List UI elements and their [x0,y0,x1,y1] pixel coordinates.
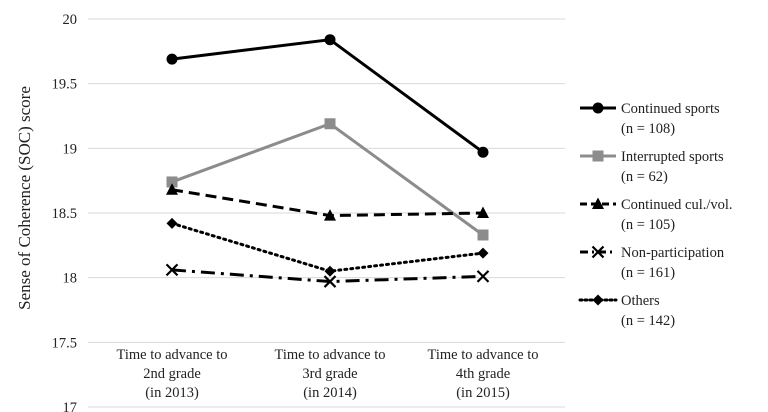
marker-circle [592,102,604,114]
x-category-label: 3rd grade [302,366,357,382]
legend-label: Others [621,293,660,309]
marker-x [476,270,490,283]
legend-n-label: (n = 62) [621,169,668,185]
x-category-label: (in 2015) [456,385,510,401]
marker-diamond [592,294,604,306]
series-lines [170,38,485,284]
legend-label: Non-participation [621,245,725,261]
x-category-label: (in 2013) [145,385,199,401]
legend-label: Continued cul./vol. [621,197,733,213]
marker-diamond [477,247,489,259]
marker-diamond [166,217,178,229]
y-tick-label: 19 [63,141,78,157]
marker-diamond [324,265,336,277]
marker-circle [166,53,178,65]
marker-circle [324,34,336,46]
marker-triangle [166,183,178,195]
marker-circle [477,146,489,158]
series-markers [165,34,490,288]
x-category-labels: Time to advance to 2nd grade (in 2013) Time… [116,347,538,401]
x-category-label: (in 2014) [303,385,357,401]
y-tick-label: 19.5 [52,77,77,93]
x-category-label: Time to advance to [274,347,385,363]
legend-n-label: (n = 161) [621,265,675,281]
marker-x [591,245,605,259]
legend: Continued sports (n = 108) Interrupted spo… [578,101,733,329]
y-tick-label: 18 [63,271,78,287]
legend-n-label: (n = 108) [621,121,675,137]
legend-n-label: (n = 142) [621,313,675,329]
y-axis-label-group: Sense of Coherence (SOC) score [15,86,34,310]
x-category-label: 2nd grade [143,366,201,382]
y-tick-label: 17.5 [52,335,77,351]
x-category-label: Time to advance to [427,347,538,363]
y-tick-label: 18.5 [52,206,77,222]
legend-n-label: (n = 105) [621,217,675,233]
marker-triangle [592,197,604,209]
series-line [170,221,485,273]
marker-square [166,176,178,188]
y-axis-label: Sense of Coherence (SOC) score [15,86,34,310]
x-category-label: Time to advance to [116,347,227,363]
marker-square [324,118,336,130]
marker-triangle [477,206,489,218]
legend-label: Continued sports [621,101,720,117]
series-line [171,38,484,154]
y-tick-labels: 17 17.5 18 18.5 19 19.5 20 [52,12,77,412]
marker-x [323,275,337,288]
marker-x [165,263,179,277]
x-category-label: 4th grade [456,366,510,382]
legend-label: Interrupted sports [621,149,724,165]
marker-triangle [324,209,336,221]
y-tick-label: 17 [63,400,78,412]
y-tick-label: 20 [63,12,78,28]
marker-square [477,229,489,241]
marker-square [592,150,604,162]
